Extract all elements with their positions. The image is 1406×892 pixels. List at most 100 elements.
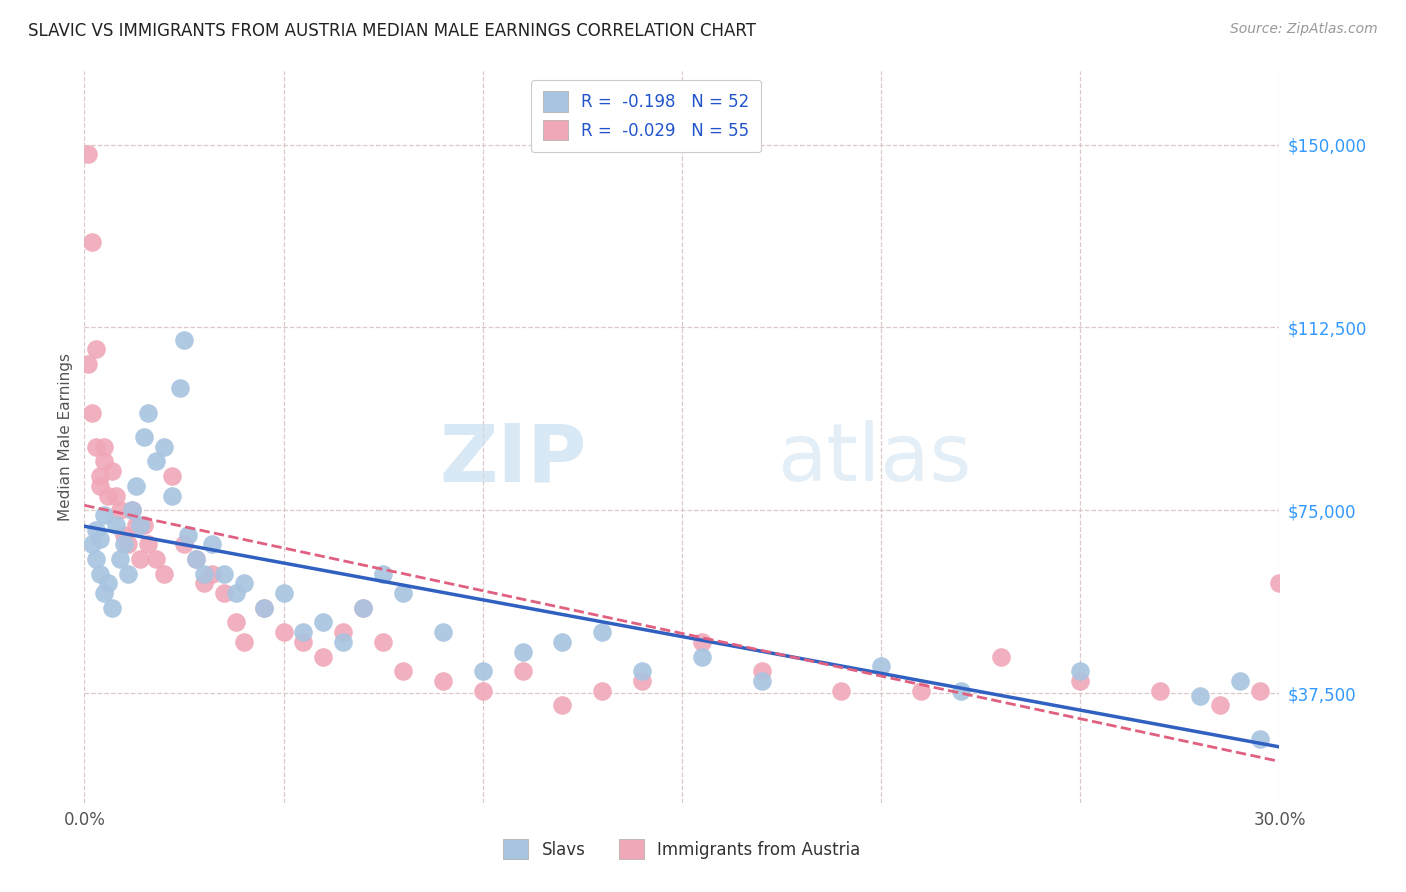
Point	[631, 664, 654, 678]
Point	[1229, 673, 1251, 688]
Point	[232, 635, 254, 649]
Point	[253, 600, 276, 615]
Point	[82, 537, 104, 551]
Point	[392, 586, 415, 600]
Point	[184, 552, 207, 566]
Point	[631, 673, 654, 688]
Point	[392, 664, 415, 678]
Point	[551, 635, 574, 649]
Point	[512, 664, 534, 678]
Point	[292, 625, 315, 640]
Point	[201, 537, 224, 551]
Point	[949, 683, 972, 698]
Point	[136, 537, 159, 551]
Point	[471, 664, 494, 678]
Point	[86, 440, 108, 454]
Point	[1069, 673, 1091, 688]
Point	[751, 664, 773, 678]
Point	[312, 615, 335, 630]
Point	[1069, 664, 1091, 678]
Point	[591, 625, 613, 640]
Point	[751, 673, 773, 688]
Text: Source: ZipAtlas.com: Source: ZipAtlas.com	[1230, 22, 1378, 37]
Point	[352, 600, 374, 615]
Point	[97, 576, 120, 591]
Point	[910, 683, 932, 698]
Point	[352, 600, 374, 615]
Point	[551, 698, 574, 713]
Point	[112, 537, 135, 551]
Point	[145, 454, 167, 468]
Legend: Slavs, Immigrants from Austria: Slavs, Immigrants from Austria	[495, 830, 869, 868]
Point	[132, 517, 156, 532]
Point	[86, 343, 108, 357]
Point	[77, 357, 100, 371]
Point	[93, 508, 115, 522]
Point	[89, 533, 111, 547]
Point	[82, 406, 104, 420]
Point	[184, 552, 207, 566]
Point	[160, 489, 183, 503]
Point	[273, 586, 295, 600]
Point	[312, 649, 335, 664]
Point	[373, 635, 395, 649]
Point	[153, 440, 176, 454]
Point	[1249, 732, 1271, 747]
Point	[830, 683, 852, 698]
Point	[105, 489, 128, 503]
Point	[225, 586, 247, 600]
Point	[201, 566, 224, 581]
Point	[225, 615, 247, 630]
Point	[193, 576, 215, 591]
Point	[145, 552, 167, 566]
Point	[101, 464, 124, 478]
Point	[125, 517, 148, 532]
Point	[432, 625, 454, 640]
Point	[105, 517, 128, 532]
Point	[990, 649, 1012, 664]
Point	[117, 566, 139, 581]
Point	[1149, 683, 1171, 698]
Point	[101, 600, 124, 615]
Point	[173, 537, 195, 551]
Point	[1188, 689, 1211, 703]
Point	[512, 645, 534, 659]
Point	[132, 430, 156, 444]
Point	[82, 235, 104, 249]
Point	[292, 635, 315, 649]
Point	[332, 625, 354, 640]
Point	[253, 600, 276, 615]
Point	[177, 527, 200, 541]
Point	[332, 635, 354, 649]
Point	[471, 683, 494, 698]
Point	[89, 469, 111, 483]
Point	[121, 503, 143, 517]
Point	[89, 479, 111, 493]
Point	[373, 566, 395, 581]
Point	[97, 489, 120, 503]
Point	[690, 649, 713, 664]
Point	[153, 566, 176, 581]
Point	[1209, 698, 1232, 713]
Point	[129, 517, 152, 532]
Point	[591, 683, 613, 698]
Point	[89, 566, 111, 581]
Point	[690, 635, 713, 649]
Point	[110, 503, 132, 517]
Point	[212, 586, 235, 600]
Point	[117, 537, 139, 551]
Point	[112, 527, 135, 541]
Point	[86, 523, 108, 537]
Point	[1268, 576, 1291, 591]
Point	[93, 454, 115, 468]
Text: SLAVIC VS IMMIGRANTS FROM AUSTRIA MEDIAN MALE EARNINGS CORRELATION CHART: SLAVIC VS IMMIGRANTS FROM AUSTRIA MEDIAN…	[28, 22, 756, 40]
Point	[1249, 683, 1271, 698]
Text: ZIP: ZIP	[439, 420, 586, 498]
Point	[160, 469, 183, 483]
Point	[273, 625, 295, 640]
Point	[93, 586, 115, 600]
Point	[129, 552, 152, 566]
Point	[77, 147, 100, 161]
Point	[870, 659, 893, 673]
Point	[432, 673, 454, 688]
